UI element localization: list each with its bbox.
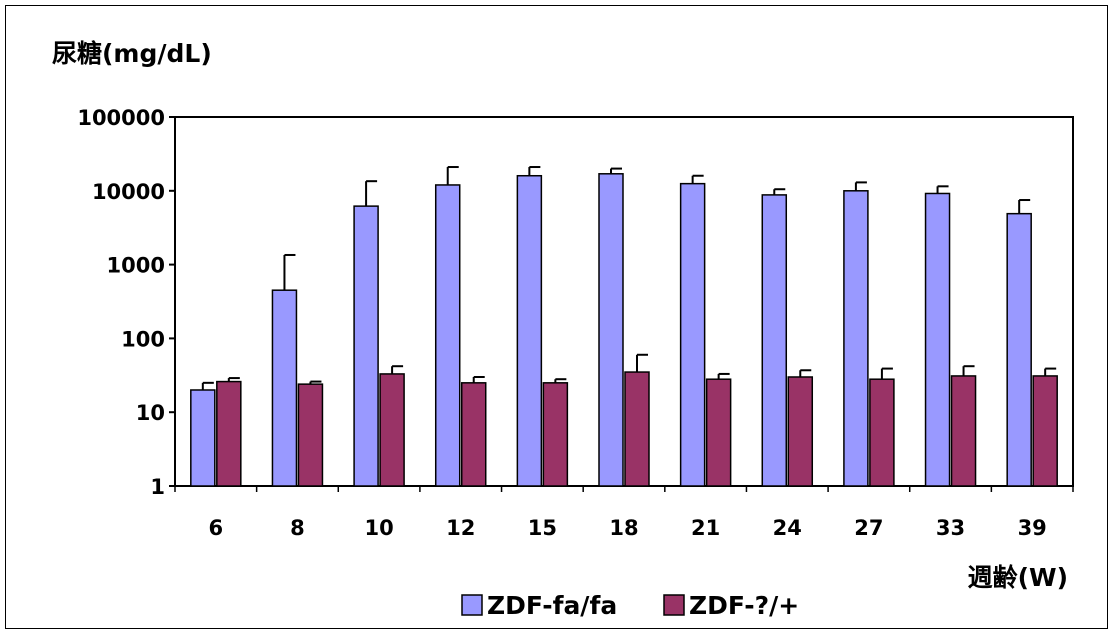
bar [1006,212,1032,487]
y-tick-label: 10 [136,401,165,425]
legend-label: ZDF-?/+ [689,591,799,620]
x-tick-label: 21 [691,516,720,540]
y-tick-label: 100000 [77,106,165,130]
bar [624,371,650,487]
bar [379,373,405,487]
bar [542,382,569,487]
bar [787,376,814,487]
y-tick-label: 10000 [92,180,165,204]
bar [216,380,242,487]
bar [761,194,788,487]
legend: ZDF-fa/fa ZDF-?/+ [461,591,799,620]
x-tick-label: 15 [528,516,557,540]
bar [190,389,216,487]
bar [950,375,977,487]
bar [516,174,543,487]
x-tick-label: 39 [1018,516,1047,540]
bar [843,190,869,487]
y-tick-label: 100 [121,327,165,351]
x-tick-label: 24 [773,516,802,540]
x-axis-label: 週齢(W) [968,563,1068,592]
x-tick-label: 27 [854,516,883,540]
bar [460,382,487,487]
bar [297,383,324,487]
legend-swatch [663,594,685,616]
x-tick-label: 8 [290,516,305,540]
x-tick-label: 6 [209,516,224,540]
x-tick-label: 12 [446,516,475,540]
bar [869,378,895,487]
bar [598,173,624,487]
bar [434,184,461,487]
legend-swatch [461,594,483,616]
y-tick-label: 1 [150,475,165,499]
y-tick-label: 1000 [107,254,165,278]
bar [679,182,706,487]
bar [271,289,298,487]
bars [190,166,1058,487]
x-tick-label: 10 [364,516,393,540]
bar [1032,375,1058,487]
y-axis: 100000 10000 1000 100 10 1 [77,106,175,499]
x-tick-label: 33 [936,516,965,540]
legend-label: ZDF-fa/fa [487,591,617,620]
y-axis-label: 尿糖(mg/dL) [52,39,212,68]
bar [924,192,951,487]
plot-area [174,116,1074,487]
x-axis: 6 8 10 12 15 18 21 24 27 33 39 [174,486,1074,540]
bar [705,378,732,487]
bar [353,205,379,487]
x-tick-label: 18 [609,516,638,540]
